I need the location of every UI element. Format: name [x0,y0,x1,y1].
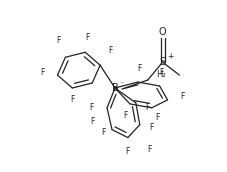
Text: B: B [111,83,118,93]
Text: F: F [159,68,163,77]
Text: F: F [101,128,105,137]
Text: F: F [56,36,60,45]
Text: ⁻: ⁻ [119,79,123,89]
Text: +: + [167,52,173,61]
Text: S: S [159,57,165,67]
Text: F: F [125,147,130,156]
Text: F: F [107,46,112,55]
Text: F: F [155,113,159,122]
Text: H₂: H₂ [155,70,165,79]
Text: F: F [40,68,44,77]
Text: F: F [85,33,89,42]
Text: F: F [123,111,128,120]
Text: O: O [158,28,166,37]
Text: F: F [89,103,93,112]
Text: F: F [147,145,151,154]
Text: F: F [149,123,153,132]
Text: F: F [137,64,141,73]
Text: F: F [180,92,184,101]
Text: F: F [90,117,94,126]
Text: F: F [145,103,149,112]
Text: F: F [70,95,74,104]
